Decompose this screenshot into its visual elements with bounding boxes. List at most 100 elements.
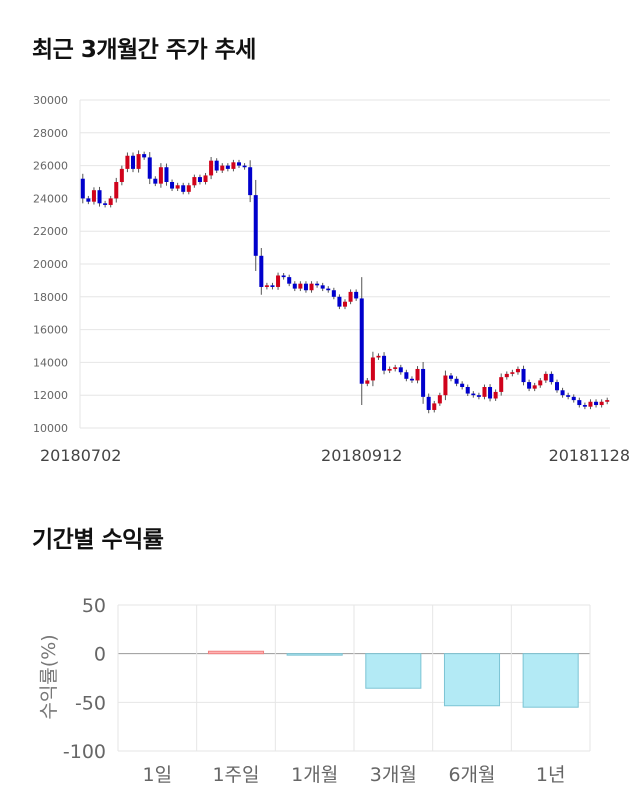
candle-body [220,165,225,171]
candle [454,376,459,387]
candle [103,200,108,208]
y-tick-label: 14000 [33,356,68,369]
candle [214,158,219,173]
returns-bar-chart: 50 0 -50 -100 1일 1주일 1개월 3개월 6개월 1년 수익률(%) [38,595,591,786]
candle [476,392,481,400]
candle [119,165,124,186]
candle-body [554,382,560,391]
candle-body [181,185,186,192]
candle-body [515,368,520,373]
candle [248,160,253,203]
candle [588,399,593,410]
candle-body [214,160,219,171]
candle [393,364,398,372]
candle [309,281,314,293]
candle [242,163,247,170]
candle [504,371,509,380]
candle-body [326,288,331,291]
candle-body [158,167,163,184]
candle [209,156,214,180]
candle [599,399,604,408]
y-tick-label: 30000 [33,94,68,107]
candle [515,366,520,375]
candle [331,287,336,300]
candle-body [599,401,604,406]
candle [527,379,532,392]
candle-body [170,182,175,189]
candle [370,351,375,387]
candle-body [538,380,543,386]
candle-body [303,283,308,291]
candle [354,289,359,301]
returns-y-axis-label: 수익률(%) [38,634,60,719]
candle-body [130,155,136,169]
candle [287,274,292,287]
candle [253,179,258,271]
candle-body [370,357,375,381]
candle [175,182,180,192]
candle [571,394,576,403]
candle [387,366,392,374]
candle [398,364,403,375]
candle [415,366,420,384]
y-tick-label: -100 [63,741,106,763]
x-tick-label: 6개월 [448,764,495,786]
candle-body [331,290,336,297]
candle-body [270,285,275,287]
candle-body [359,298,364,384]
y-tick-label: -50 [75,692,106,714]
x-tick-label: 1개월 [291,764,338,786]
candle [465,384,470,397]
candle [421,361,426,404]
candle-body [504,373,509,378]
candle-body [571,396,576,401]
candle [220,163,225,173]
y-tick-label: 12000 [33,389,68,402]
candle-body [582,405,587,407]
candle [259,248,264,295]
candle-body [309,283,314,291]
candle [186,182,191,195]
candle-body [393,367,398,369]
candle [499,373,504,396]
candle-body [236,162,242,166]
candle [582,402,587,410]
candle-body [532,385,537,389]
price-candlestick-chart: 10000 12000 14000 16000 18000 20000 22000 24000… [33,94,630,465]
candle-body [298,283,303,289]
candle [125,152,130,173]
candle-body [499,377,504,392]
candle-body [549,373,554,383]
candle-body [197,177,202,182]
y-tick-label: 20000 [33,258,68,271]
candle-body [276,275,281,287]
y-tick-label: 50 [82,595,106,617]
candle-body [482,387,487,397]
candle [320,282,325,292]
candle [91,187,96,205]
candle [298,281,303,292]
candle-body [382,355,387,371]
candle [365,377,370,387]
candle [153,176,158,187]
candle-body [253,195,258,256]
return-bar [207,650,265,655]
candle-body [543,373,548,381]
candle [594,399,599,408]
candle-body [354,291,359,299]
candle-body [91,190,96,202]
candle-body [287,277,292,284]
y-tick-label: 0 [94,644,106,666]
candle-body [315,283,320,286]
candle-body [103,203,108,205]
candle [342,299,348,310]
candle-body [292,283,297,289]
candle [80,173,85,204]
candle-body [404,372,409,379]
return-bar [365,653,422,689]
candle [359,277,364,406]
candle-body [426,396,431,410]
candle-body [588,401,593,407]
candle-body [510,372,515,374]
candle [409,376,414,383]
